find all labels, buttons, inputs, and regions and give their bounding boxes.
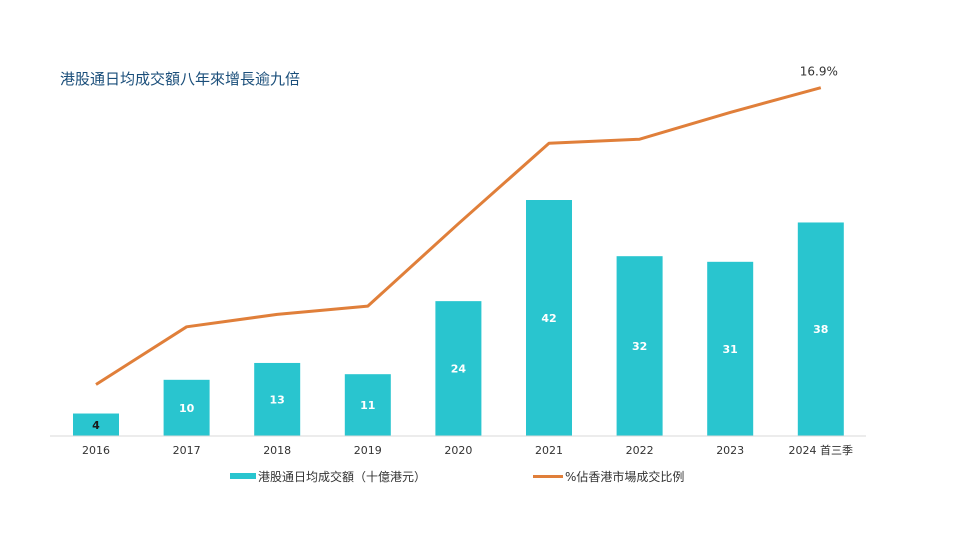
legend-swatch-bar — [230, 473, 256, 479]
x-tick-label-1: 2017 — [173, 444, 201, 457]
x-tick-label-3: 2019 — [354, 444, 382, 457]
share-line — [95, 86, 822, 386]
bar-4 — [435, 301, 482, 436]
x-tick-label-4: 2020 — [444, 444, 472, 457]
line-end-label: 16.9% — [800, 65, 838, 79]
x-tick-label-2: 2018 — [263, 444, 291, 457]
bar-7 — [707, 261, 754, 436]
bar-value-label-8: 38 — [813, 323, 828, 336]
bar-0 — [73, 413, 119, 436]
legend-swatch-line — [533, 474, 563, 478]
bar-value-label-5: 42 — [541, 312, 556, 325]
bar-value-label-2: 13 — [270, 393, 285, 406]
x-tick-label-5: 2021 — [535, 444, 563, 457]
bar-8 — [797, 222, 844, 436]
bar-2 — [254, 362, 301, 436]
bar-value-label-6: 32 — [632, 340, 647, 353]
bar-3 — [344, 374, 391, 436]
bar-value-label-7: 31 — [723, 343, 738, 356]
legend-label-line: %佔香港市場成交比例 — [565, 469, 685, 484]
bar-value-label-0: 4 — [92, 419, 100, 432]
bar-6 — [616, 256, 663, 436]
x-tick-label-0: 2016 — [82, 444, 110, 457]
bar-value-label-1: 10 — [179, 402, 195, 415]
legend-item-line: %佔香港市場成交比例 — [533, 467, 684, 485]
bar-1 — [163, 379, 210, 436]
legend-item-bar: 港股通日均成交額（十億港元） — [230, 467, 426, 485]
x-tick-label-8: 2024 首三季 — [789, 443, 854, 457]
bar-5 — [526, 200, 572, 436]
chart-title: 港股通日均成交額八年來增長逾九倍 — [60, 70, 301, 88]
bar-value-label-3: 11 — [360, 399, 375, 412]
legend-label-bar: 港股通日均成交額（十億港元） — [258, 469, 427, 484]
x-tick-label-7: 2023 — [716, 444, 744, 457]
x-tick-label-6: 2022 — [626, 444, 654, 457]
bar-value-label-4: 24 — [451, 363, 467, 376]
